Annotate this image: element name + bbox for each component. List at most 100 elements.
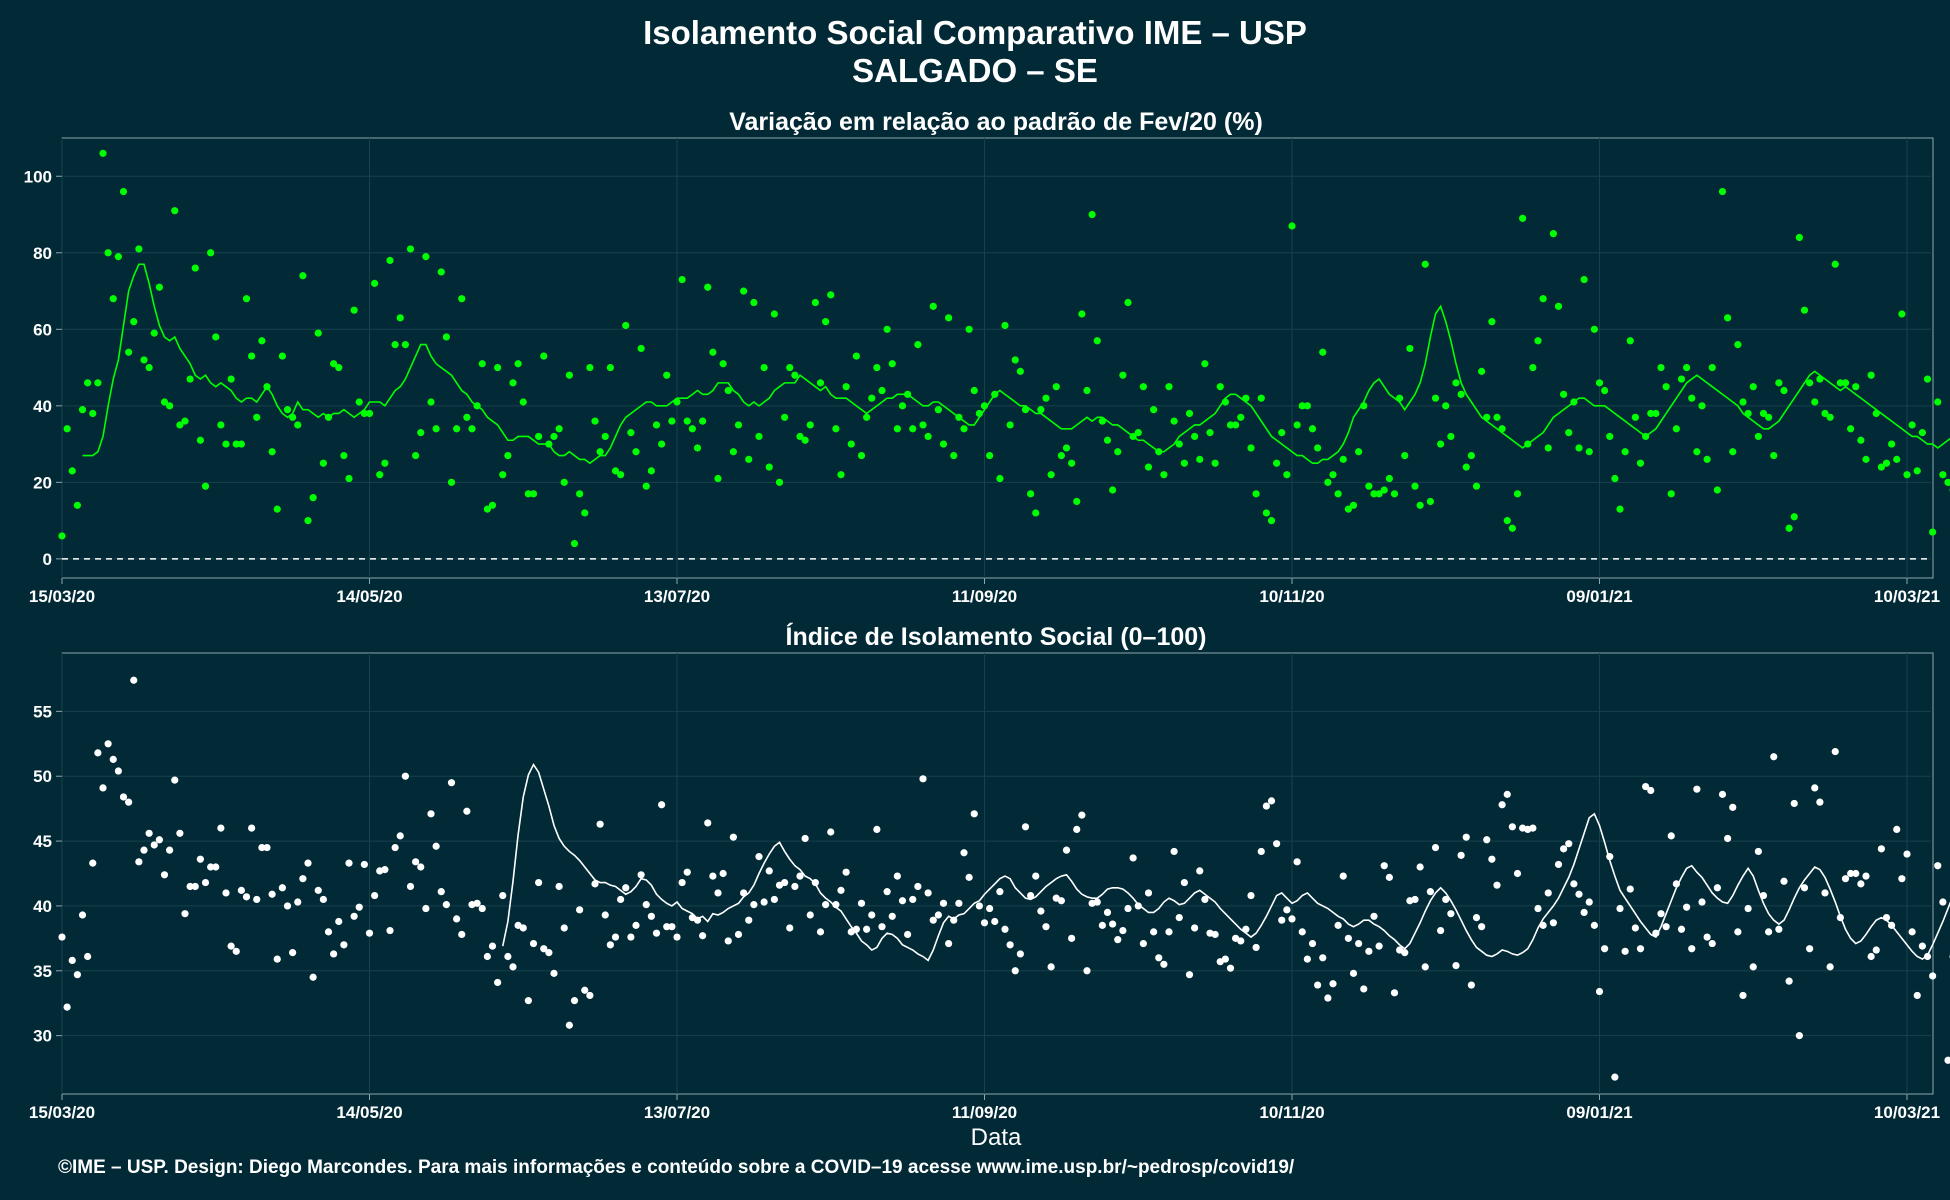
data-point xyxy=(1175,440,1183,448)
data-point xyxy=(1488,318,1496,326)
data-point xyxy=(1114,448,1122,456)
data-point xyxy=(1011,967,1019,975)
data-point xyxy=(1893,825,1901,834)
data-point xyxy=(201,482,210,490)
data-point xyxy=(1298,928,1306,936)
data-point xyxy=(924,889,932,897)
data-point xyxy=(1923,952,1932,961)
data-point xyxy=(1278,916,1286,924)
data-point xyxy=(222,440,230,448)
data-point xyxy=(750,901,758,909)
data-point xyxy=(1129,854,1137,862)
data-point xyxy=(1006,421,1014,429)
moving-average-line xyxy=(501,762,1950,962)
data-point xyxy=(816,379,825,387)
data-point xyxy=(1580,908,1588,917)
data-point xyxy=(1329,471,1337,479)
data-point xyxy=(304,517,312,525)
data-point xyxy=(1734,341,1742,349)
data-point xyxy=(781,878,789,887)
data-point xyxy=(1119,371,1127,379)
data-point xyxy=(1324,994,1332,1002)
data-point xyxy=(1201,360,1209,368)
data-point xyxy=(960,425,968,433)
data-point xyxy=(929,302,937,310)
data-point xyxy=(1349,969,1358,977)
data-point xyxy=(1831,747,1839,756)
data-point xyxy=(786,924,794,932)
data-point xyxy=(637,344,645,353)
data-point xyxy=(596,820,604,828)
x-tick-label: 10/11/20 xyxy=(1259,1103,1324,1122)
data-point xyxy=(1785,977,1793,985)
data-point xyxy=(611,933,620,941)
data-point xyxy=(1611,474,1619,483)
data-point xyxy=(1180,878,1188,887)
data-point xyxy=(857,451,866,460)
data-point xyxy=(273,505,281,513)
data-point xyxy=(135,245,143,253)
data-point xyxy=(499,891,507,900)
data-point xyxy=(473,899,481,907)
data-point xyxy=(1534,337,1542,345)
data-point xyxy=(688,425,696,433)
data-point xyxy=(1939,898,1947,906)
data-point xyxy=(1754,432,1762,441)
data-point xyxy=(422,253,430,261)
data-point xyxy=(1262,509,1270,517)
data-point xyxy=(1590,921,1598,929)
data-point xyxy=(806,911,814,919)
data-point xyxy=(1093,337,1101,345)
data-point xyxy=(1390,490,1399,498)
data-point xyxy=(1042,394,1050,402)
data-point xyxy=(883,325,891,333)
data-point xyxy=(386,256,394,265)
data-point xyxy=(914,341,922,349)
x-tick-label: 13/07/20 xyxy=(644,1103,710,1122)
data-point xyxy=(1437,926,1445,935)
data-point xyxy=(1657,910,1665,918)
y-tick-label: 30 xyxy=(33,1027,52,1046)
data-point xyxy=(1062,444,1071,452)
data-point xyxy=(1252,490,1260,498)
data-point xyxy=(1216,383,1224,391)
data-point xyxy=(637,871,645,879)
y-tick-label: 20 xyxy=(33,473,52,492)
data-point xyxy=(160,398,169,406)
data-point xyxy=(893,872,901,880)
data-point xyxy=(1488,855,1496,863)
data-point xyxy=(1103,436,1112,444)
data-point xyxy=(1493,881,1501,889)
data-point xyxy=(1160,471,1168,479)
data-point xyxy=(1867,952,1875,961)
data-point xyxy=(842,383,850,391)
data-point xyxy=(140,356,148,364)
data-point xyxy=(376,471,384,479)
data-point xyxy=(1185,409,1194,418)
data-point xyxy=(1765,413,1773,421)
data-point xyxy=(355,398,363,406)
data-point xyxy=(289,949,297,957)
data-point xyxy=(181,417,189,425)
data-point xyxy=(1790,799,1798,808)
data-point xyxy=(1698,402,1706,410)
data-point xyxy=(135,858,143,866)
data-point xyxy=(647,912,655,920)
data-point xyxy=(1877,463,1885,471)
data-point xyxy=(873,363,881,372)
data-point xyxy=(1001,925,1009,933)
data-point xyxy=(1554,302,1563,310)
data-point xyxy=(166,402,174,410)
x-tick-label: 13/07/20 xyxy=(644,587,710,606)
data-point xyxy=(1575,890,1583,898)
data-point xyxy=(1636,459,1645,467)
data-point xyxy=(1780,877,1788,885)
data-point xyxy=(125,798,133,806)
data-point xyxy=(119,793,128,801)
data-point xyxy=(1078,310,1086,318)
data-point xyxy=(114,253,122,261)
data-point xyxy=(1862,872,1870,880)
data-point xyxy=(719,360,727,368)
data-point xyxy=(929,916,937,924)
data-point xyxy=(242,295,251,303)
